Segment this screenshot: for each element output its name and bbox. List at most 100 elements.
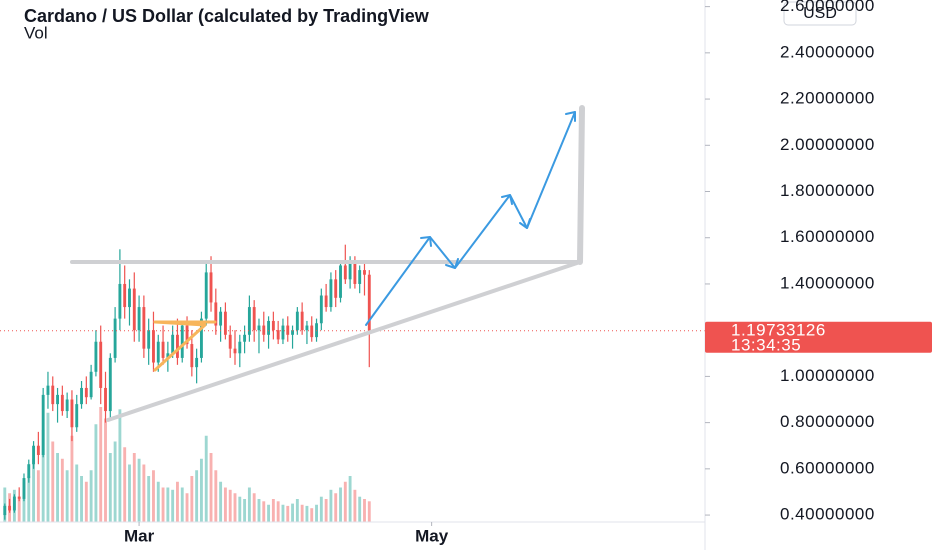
candle-body <box>12 496 16 511</box>
y-tick-label: 2.00000000 <box>780 135 875 154</box>
candle-body <box>343 265 347 280</box>
target-line <box>577 105 585 265</box>
volume-bar <box>41 430 45 522</box>
candle-body <box>185 325 189 345</box>
candle-body <box>32 445 36 465</box>
volume-bar <box>271 499 275 522</box>
volume-bar <box>51 441 55 522</box>
candle-body <box>291 330 294 335</box>
candle-body <box>329 279 333 308</box>
volume-bar <box>353 489 357 522</box>
volume-bar <box>104 418 107 522</box>
candle-body <box>36 445 40 455</box>
volume-bar <box>214 470 218 522</box>
candle-body <box>334 279 338 298</box>
volume-bar <box>185 493 189 522</box>
y-tick-label: 2.40000000 <box>780 42 875 61</box>
volume-bar <box>209 453 213 522</box>
price-label-box <box>705 321 932 353</box>
candle-body <box>108 357 112 412</box>
volume-bar <box>142 464 146 522</box>
candle-body <box>281 325 285 340</box>
candle-body <box>152 330 155 363</box>
candle-body <box>348 260 352 280</box>
candle-body <box>219 311 223 326</box>
y-tick-label: 0.60000000 <box>780 458 875 477</box>
candle-body <box>199 318 203 358</box>
candle-body <box>56 394 59 405</box>
legend-backdrop <box>0 0 700 44</box>
countdown-label: 13:34:35 <box>731 335 801 354</box>
volume-bar <box>276 501 280 522</box>
volume-bar <box>99 407 103 522</box>
drawings <box>70 105 585 422</box>
currency-button[interactable] <box>783 1 857 26</box>
volume-bar <box>315 504 318 522</box>
candle-body <box>75 404 79 428</box>
volume-bar <box>56 453 59 522</box>
candle-body <box>233 348 237 354</box>
volume-bar <box>281 504 285 522</box>
candle-body <box>315 323 318 338</box>
y-tick-label: 2.20000000 <box>780 89 875 108</box>
candle-body <box>209 272 213 303</box>
currency-label: USD <box>803 5 837 22</box>
candle-body <box>358 270 362 284</box>
volume-bar <box>17 499 21 522</box>
candle-body <box>60 394 64 412</box>
volume-bar <box>343 481 347 522</box>
candle-body <box>257 325 261 331</box>
candle-body <box>51 385 55 405</box>
volume-bar <box>113 441 117 522</box>
volume-bar <box>219 481 223 522</box>
volume-bar <box>166 487 170 522</box>
volume-bar <box>247 487 251 522</box>
candle-body <box>27 464 31 479</box>
candle-body <box>286 325 290 335</box>
volume-bar <box>27 476 31 522</box>
candle-body <box>247 307 251 335</box>
volume-bar <box>305 505 309 522</box>
triangle-drawing <box>153 320 217 372</box>
volume-bar <box>123 447 127 522</box>
volume-bar <box>295 499 299 522</box>
volume-bar <box>137 458 141 522</box>
volume-bar <box>152 470 155 522</box>
volume-bar <box>223 487 227 522</box>
volume-bar <box>310 508 314 522</box>
y-tick-label: 0.80000000 <box>780 412 875 431</box>
volume-bar <box>65 470 69 522</box>
arrowhead <box>420 236 432 247</box>
volume-bar <box>238 496 242 522</box>
candle-body <box>161 341 165 358</box>
volume-bar <box>262 501 266 522</box>
price-label: 1.19733126 <box>731 320 826 339</box>
candle-body <box>252 307 256 331</box>
volume-bar <box>252 493 256 522</box>
candle-body <box>156 341 160 363</box>
volume-bar <box>233 493 237 522</box>
candle-body <box>70 399 74 428</box>
y-tick-label: 1.00000000 <box>780 366 875 385</box>
volume-bar <box>195 470 199 522</box>
y-tick-label: 1.80000000 <box>780 181 875 200</box>
candle-body <box>367 274 371 331</box>
volume-bar <box>161 487 165 522</box>
candle-body <box>171 334 175 354</box>
candle-body <box>353 260 357 284</box>
arrowhead <box>565 111 576 122</box>
candle-body <box>214 302 218 326</box>
candle-body <box>65 399 69 412</box>
support-line <box>106 260 582 422</box>
x-tick-label: May <box>415 526 449 545</box>
candle-body <box>166 353 170 358</box>
volume-bar <box>267 504 271 522</box>
arrowhead <box>501 194 513 205</box>
candle-body <box>22 478 26 499</box>
volume-bar <box>300 504 304 522</box>
y-tick-label: 2.60000000 <box>780 0 875 15</box>
volume-bar <box>84 481 88 522</box>
candle-body <box>295 311 299 331</box>
arrowhead <box>519 218 531 229</box>
candle-body <box>223 311 227 335</box>
